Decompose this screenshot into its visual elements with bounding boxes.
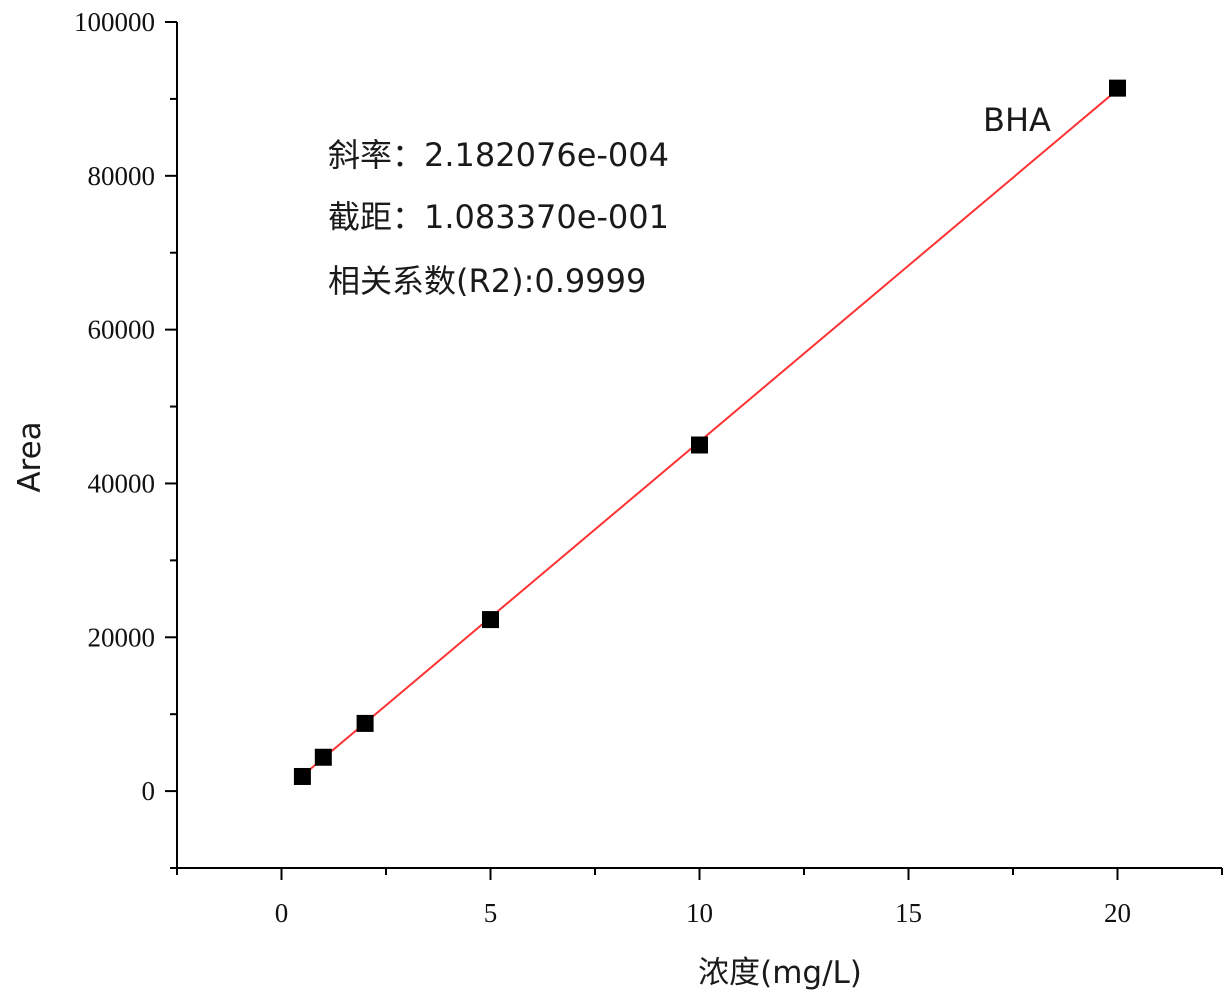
fit-line [301,88,1119,777]
data-point [293,767,311,785]
data-points [293,79,1126,785]
fit-line-group [301,88,1119,777]
x-tick-label: 15 [895,898,922,928]
slope-annotation: 斜率：2.182076e-004 [328,136,669,174]
y-tick-label: 100000 [74,7,155,37]
data-point [314,748,332,766]
x-tick-label: 20 [1104,898,1131,928]
series-label-bha: BHA [983,101,1051,139]
x-axis-label: 浓度(mg/L) [698,955,862,991]
x-tick-label: 10 [686,898,713,928]
data-point [691,436,708,454]
y-tick-label: 20000 [88,622,156,652]
y-tick-label: 80000 [88,161,156,191]
data-point [482,611,499,629]
y-tick-label: 0 [142,776,156,806]
y-axis-label: Area [12,421,48,492]
data-point [1109,79,1126,97]
y-tick-label: 60000 [88,315,156,345]
y-tick-label: 40000 [88,468,156,498]
r2-annotation: 相关系数(R2):0.9999 [328,262,646,300]
x-tick-label: 0 [275,898,289,928]
data-point [356,714,374,732]
ticks: 0 5 10 15 20 0 20000 40000 60000 80000 100000 [74,7,1223,928]
x-tick-label: 5 [484,898,498,928]
intercept-annotation: 截距：1.083370e-001 [328,198,669,236]
